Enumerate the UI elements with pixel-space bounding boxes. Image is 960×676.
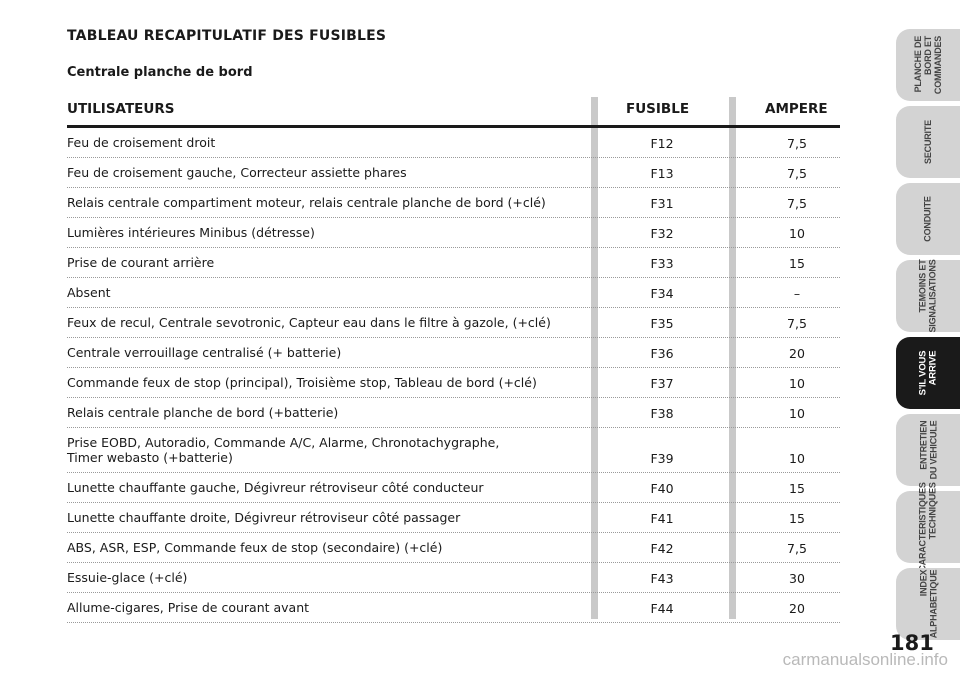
chapter-tab[interactable]: ENTRETIEN DU VEHICULE xyxy=(896,414,960,486)
cell-user: ABS, ASR, ESP, Commande feux de stop (se… xyxy=(67,540,443,555)
chapter-tab-label: CONDUITE xyxy=(923,196,933,242)
cell-ampere: 7,5 xyxy=(787,541,807,556)
cell-user: Relais centrale planche de bord (+batter… xyxy=(67,405,339,420)
chapter-tabs: PLANCHE DE BORD ET COMMANDES SECURITE CONDUI… xyxy=(896,29,960,645)
chapter-tab-label: TEMOINS ET SIGNALISATIONS xyxy=(918,259,939,333)
cell-fuse: F43 xyxy=(650,571,674,586)
cell-ampere: 15 xyxy=(789,511,805,526)
cell-ampere: 15 xyxy=(789,256,805,271)
table-body: Feu de croisement droit F12 7,5 Feu de croi… xyxy=(67,128,840,623)
chapter-tab[interactable]: TEMOINS ET SIGNALISATIONS xyxy=(896,259,960,333)
cell-ampere: – xyxy=(793,286,801,301)
watermark: carmanualsonline.info xyxy=(782,650,948,669)
table-row: Lumières intérieures Minibus (détresse) F… xyxy=(67,218,840,248)
cell-fuse: F39 xyxy=(650,451,674,466)
cell-user: Feux de recul, Centrale sevotronic, Capt… xyxy=(67,315,551,330)
column-divider xyxy=(729,97,736,619)
table-row: Relais centrale compartiment moteur, rel… xyxy=(67,188,840,218)
chapter-tab[interactable]: S'IL VOUS ARRIVE xyxy=(896,337,960,409)
cell-user: Lunette chauffante gauche, Dégivreur rét… xyxy=(67,480,484,495)
fuse-table: UTILISATEURS FUSIBLE AMPERE Feu de crois… xyxy=(67,97,840,623)
cell-fuse: F36 xyxy=(650,346,674,361)
chapter-tab-label: ENTRETIEN DU VEHICULE xyxy=(918,420,938,480)
chapter-tab-label: CARACTERISTIQUES TECHNIQUES xyxy=(918,482,938,572)
header-ampere: AMPERE xyxy=(765,101,828,117)
cell-ampere: 10 xyxy=(789,226,805,241)
cell-ampere: 7,5 xyxy=(787,316,807,331)
cell-user: Prise EOBD, Autoradio, Commande A/C, Ala… xyxy=(67,435,500,465)
cell-fuse: F38 xyxy=(650,406,674,421)
table-row: Lunette chauffante gauche, Dégivreur rét… xyxy=(67,473,840,503)
chapter-tab-label: INDEX ALPHABETIQUE xyxy=(918,569,939,639)
cell-fuse: F41 xyxy=(650,511,674,526)
cell-user: Allume-cigares, Prise de courant avant xyxy=(67,600,310,615)
cell-fuse: F34 xyxy=(650,286,674,301)
chapter-tab[interactable]: PLANCHE DE BORD ET COMMANDES xyxy=(896,29,960,101)
cell-user: Relais centrale compartiment moteur, rel… xyxy=(67,195,546,210)
table-row: Essuie-glace (+clé) F43 30 xyxy=(67,563,840,593)
table-row: Feux de recul, Centrale sevotronic, Capt… xyxy=(67,308,840,338)
cell-ampere: 10 xyxy=(789,451,805,466)
chapter-tab[interactable]: CONDUITE xyxy=(896,183,960,255)
table-row: Lunette chauffante droite, Dégivreur rét… xyxy=(67,503,840,533)
cell-ampere: 10 xyxy=(789,406,805,421)
cell-user: Commande feux de stop (principal), Trois… xyxy=(67,375,537,390)
cell-user: Feu de croisement droit xyxy=(67,135,216,150)
cell-ampere: 7,5 xyxy=(787,136,807,151)
table-row: Feu de croisement gauche, Correcteur ass… xyxy=(67,158,840,188)
cell-fuse: F32 xyxy=(650,226,674,241)
cell-ampere: 10 xyxy=(789,376,805,391)
cell-ampere: 15 xyxy=(789,481,805,496)
table-row: ABS, ASR, ESP, Commande feux de stop (se… xyxy=(67,533,840,563)
cell-fuse: F40 xyxy=(650,481,674,496)
cell-user: Prise de courant arrière xyxy=(67,255,215,270)
table-row: Relais centrale planche de bord (+batter… xyxy=(67,398,840,428)
cell-fuse: F12 xyxy=(650,136,674,151)
cell-ampere: 30 xyxy=(789,571,805,586)
cell-user: Lumières intérieures Minibus (détresse) xyxy=(67,225,315,240)
header-fuse: FUSIBLE xyxy=(626,101,690,117)
section-subtitle: Centrale planche de bord xyxy=(67,65,253,80)
cell-fuse: F31 xyxy=(650,196,674,211)
cell-ampere: 20 xyxy=(789,601,805,616)
cell-ampere: 7,5 xyxy=(787,166,807,181)
table-header: UTILISATEURS FUSIBLE AMPERE xyxy=(67,97,840,128)
table-row: Absent F34 – xyxy=(67,278,840,308)
cell-user: Lunette chauffante droite, Dégivreur rét… xyxy=(67,510,461,525)
cell-user: Absent xyxy=(67,285,111,300)
chapter-tab[interactable]: CARACTERISTIQUES TECHNIQUES xyxy=(896,482,960,572)
chapter-tab-label: PLANCHE DE BORD ET COMMANDES xyxy=(912,35,943,95)
column-divider xyxy=(591,97,598,619)
chapter-tab-label: SECURITE xyxy=(923,120,933,164)
chapter-tab-label: S'IL VOUS ARRIVE xyxy=(916,350,938,396)
cell-fuse: F42 xyxy=(650,541,674,556)
table-row: Commande feux de stop (principal), Trois… xyxy=(67,368,840,398)
cell-user: Essuie-glace (+clé) xyxy=(67,570,188,585)
cell-ampere: 20 xyxy=(789,346,805,361)
table-row: Allume-cigares, Prise de courant avant F4… xyxy=(67,593,840,623)
header-users: UTILISATEURS xyxy=(67,101,175,117)
chapter-tab[interactable]: SECURITE xyxy=(896,106,960,178)
cell-fuse: F35 xyxy=(650,316,674,331)
cell-user: Feu de croisement gauche, Correcteur ass… xyxy=(67,165,407,180)
table-row: Prise EOBD, Autoradio, Commande A/C, Ala… xyxy=(67,428,840,473)
cell-fuse: F33 xyxy=(650,256,674,271)
table-row: Feu de croisement droit F12 7,5 xyxy=(67,128,840,158)
cell-fuse: F44 xyxy=(650,601,674,616)
cell-fuse: F37 xyxy=(650,376,674,391)
cell-fuse: F13 xyxy=(650,166,674,181)
cell-user: Centrale verrouillage centralisé (+ batt… xyxy=(67,345,342,360)
page-number: 181 xyxy=(890,631,934,655)
chapter-tab[interactable]: INDEX ALPHABETIQUE xyxy=(896,568,960,640)
cell-ampere: 7,5 xyxy=(787,196,807,211)
table-row: Centrale verrouillage centralisé (+ batt… xyxy=(67,338,840,368)
page-title: TABLEAU RECAPITULATIF DES FUSIBLES xyxy=(67,28,387,44)
table-row: Prise de courant arrière F33 15 xyxy=(67,248,840,278)
